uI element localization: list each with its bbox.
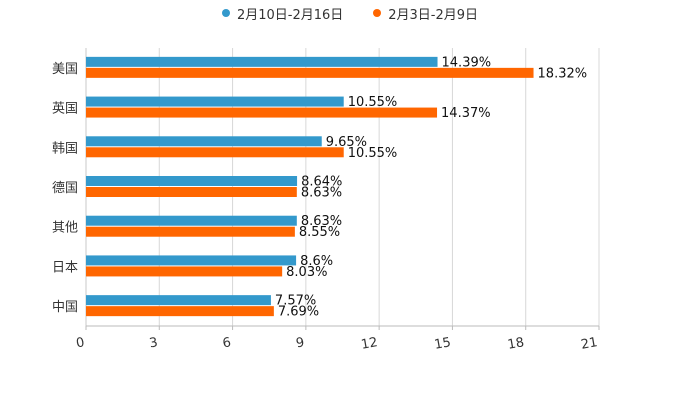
legend-item-series-2[interactable]: 2月3日-2月9日	[373, 4, 479, 23]
category-label: 韩国	[52, 141, 78, 156]
data-label-series-1: 14.39%	[442, 55, 492, 70]
data-label-series-2: 7.69%	[278, 305, 319, 320]
legend-item-series-1[interactable]: 2月10日-2月16日	[221, 4, 344, 23]
data-label-series-1: 9.65%	[326, 135, 367, 150]
bar-series-2[interactable]	[86, 107, 438, 118]
bar-series-2[interactable]	[86, 67, 534, 78]
data-label-series-2: 8.03%	[286, 265, 327, 280]
bar-series-1[interactable]	[86, 56, 438, 67]
category-label: 日本	[52, 260, 78, 275]
legend-marker-series-1	[221, 9, 230, 17]
bar-series-1[interactable]	[86, 255, 297, 266]
bar-series-2[interactable]	[86, 187, 297, 197]
category-label: 德国	[52, 181, 78, 196]
x-tick-label: 15	[433, 335, 452, 353]
bar-series-2[interactable]	[86, 266, 283, 277]
category-label: 其他	[52, 221, 78, 236]
bar-series-1[interactable]	[86, 215, 297, 226]
bar-series-2[interactable]	[86, 226, 295, 237]
legend-label-series-2: 2月3日-2月9日	[388, 7, 479, 23]
data-label-series-2: 8.63%	[301, 186, 342, 201]
x-tick-label: 12	[360, 335, 379, 353]
data-label-series-1: 8.63%	[301, 214, 342, 229]
data-label-series-2: 8.55%	[299, 225, 340, 240]
legend-label-series-1: 2月10日-2月16日	[236, 7, 344, 23]
category-label: 美国	[52, 62, 78, 77]
x-tick-label: 9	[295, 335, 306, 351]
data-label-series-1: 7.57%	[275, 294, 316, 309]
data-label-series-1: 10.55%	[348, 95, 398, 110]
data-label-series-2: 14.37%	[441, 106, 491, 121]
bar-series-1[interactable]	[86, 176, 298, 186]
bar-series-1[interactable]	[86, 136, 322, 147]
bar-series-2[interactable]	[86, 147, 344, 158]
x-tick-label: 3	[148, 335, 159, 351]
legend-marker-series-2	[373, 9, 382, 17]
data-label-series-2: 10.55%	[348, 146, 398, 161]
data-label-series-1: 8.6%	[300, 254, 333, 269]
x-tick-label: 0	[75, 335, 86, 351]
bar-series-1[interactable]	[86, 295, 271, 306]
data-label-series-2: 18.32%	[538, 66, 588, 81]
bar-series-2[interactable]	[86, 306, 274, 317]
category-label: 英国	[52, 102, 78, 117]
legend: 2月10日-2月16日 2月3日-2月9日	[0, 4, 700, 23]
data-label-series-1: 8.64%	[301, 175, 342, 190]
category-label: 中国	[52, 300, 78, 315]
x-tick-label: 6	[222, 335, 233, 351]
x-tick-label: 21	[580, 335, 599, 353]
bar-series-1[interactable]	[86, 96, 344, 107]
x-tick-label: 18	[507, 335, 526, 353]
